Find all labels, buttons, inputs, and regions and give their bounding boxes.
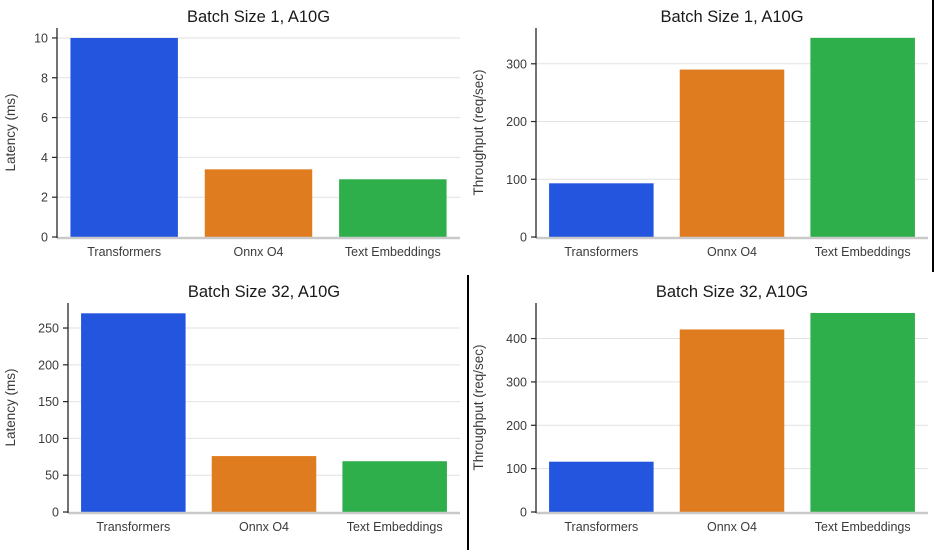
chart-title: Batch Size 32, A10G — [188, 283, 340, 301]
y-axis-label: Latency (ms) — [3, 368, 18, 446]
y-tick-label: 100 — [506, 173, 527, 187]
bar-onnx-o4 — [211, 456, 317, 512]
bar-text-embeddings — [810, 312, 915, 512]
y-tick-label: 10 — [34, 31, 48, 45]
chart-title: Batch Size 1, A10G — [660, 8, 803, 26]
y-tick-label: 6 — [41, 111, 48, 125]
bar-transformers — [549, 461, 654, 512]
bar-transformers — [549, 183, 654, 237]
panel-divider-line — [467, 275, 469, 550]
bar-onnx-o4 — [679, 69, 785, 237]
chart-batch1-throughput: Transformers Onnx O4 Text Embeddings 0 100 20… — [468, 0, 935, 275]
bar-text-embeddings — [810, 37, 915, 238]
y-tick-label: 200 — [38, 358, 59, 372]
y-tick-label: 0 — [520, 506, 527, 520]
bar-chart-svg: Transformers Onnx O4 Text Embeddings 0 100 20… — [471, 283, 928, 534]
category-label: Transformers — [87, 245, 161, 259]
category-label: Onnx O4 — [707, 520, 757, 534]
chart-batch32-latency: Transformers Onnx O4 Text Embeddings 0 50 100… — [0, 275, 467, 550]
bar-transformers — [81, 313, 186, 512]
category-label: Onnx O4 — [707, 245, 757, 259]
chart-batch1-latency: Transformers Onnx O4 Text Embeddings 0 2 4 6 8 1… — [0, 0, 467, 275]
y-tick-label: 200 — [506, 419, 527, 433]
chart-batch32-throughput: Transformers Onnx O4 Text Embeddings 0 100 20… — [468, 275, 935, 550]
y-axis-label: Latency (ms) — [3, 93, 18, 171]
y-tick-label: 150 — [38, 395, 59, 409]
category-label: Text Embeddings — [347, 520, 443, 534]
y-tick-label: 100 — [38, 432, 59, 446]
y-tick-label: 0 — [41, 231, 48, 245]
bar-text-embeddings — [342, 461, 447, 512]
category-label: Transformers — [564, 245, 638, 259]
panel-border-line — [932, 0, 934, 272]
y-tick-label: 200 — [506, 115, 527, 129]
y-tick-label: 100 — [506, 462, 527, 476]
y-tick-label: 400 — [506, 332, 527, 346]
y-tick-label: 50 — [45, 469, 59, 483]
y-tick-label: 8 — [41, 71, 48, 85]
y-tick-label: 2 — [41, 191, 48, 205]
category-label: Text Embeddings — [345, 245, 441, 259]
bar-text-embeddings — [339, 179, 447, 237]
y-tick-label: 250 — [38, 322, 59, 336]
bar-onnx-o4 — [679, 329, 785, 512]
bar-chart-svg: Transformers Onnx O4 Text Embeddings 0 50 100… — [3, 283, 460, 534]
category-label: Transformers — [564, 520, 638, 534]
bar-chart-svg: Transformers Onnx O4 Text Embeddings 0 100 20… — [471, 8, 928, 259]
y-tick-label: 0 — [52, 506, 59, 520]
y-tick-label: 300 — [506, 375, 527, 389]
chart-title: Batch Size 1, A10G — [187, 8, 330, 26]
chart-title: Batch Size 32, A10G — [656, 283, 808, 301]
category-label: Transformers — [96, 520, 170, 534]
bar-chart-svg: Transformers Onnx O4 Text Embeddings 0 2 4 6 8 1… — [3, 8, 460, 259]
category-label: Text Embeddings — [815, 520, 911, 534]
bar-transformers — [70, 37, 178, 238]
y-tick-label: 300 — [506, 57, 527, 71]
bar-onnx-o4 — [204, 169, 313, 237]
y-axis-label: Throughput (req/sec) — [471, 69, 486, 195]
y-tick-label: 0 — [520, 231, 527, 245]
category-label: Onnx O4 — [239, 520, 289, 534]
category-label: Text Embeddings — [815, 245, 911, 259]
y-tick-label: 4 — [41, 151, 48, 165]
category-label: Onnx O4 — [233, 245, 283, 259]
y-axis-label: Throughput (req/sec) — [471, 344, 486, 470]
